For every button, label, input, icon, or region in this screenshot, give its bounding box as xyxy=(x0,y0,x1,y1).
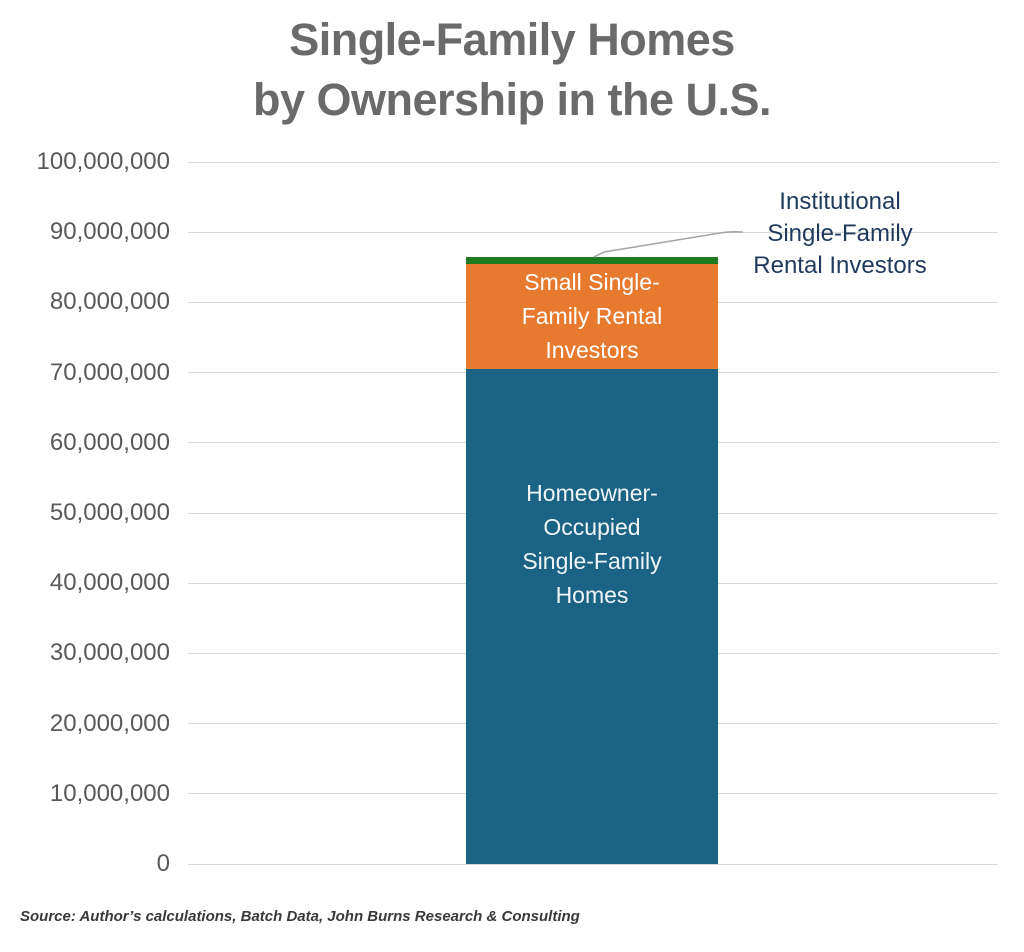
source-note: Source: Author’s calculations, Batch Dat… xyxy=(20,908,580,925)
bar-segment-homeowner-occupied-single-family-homes: Homeowner- Occupied Single-Family Homes xyxy=(466,369,718,864)
y-tick-label-20,000,000: 20,000,000 xyxy=(49,709,170,737)
y-tick-label-80,000,000: 80,000,000 xyxy=(49,288,170,316)
bar-segment-label-line: Family Rental xyxy=(521,303,663,330)
gridline-100,000,000 xyxy=(188,161,998,163)
bar-segment-label: Homeowner- Occupied Single-Family Homes xyxy=(466,369,718,864)
chart-title-line-2: by Ownership in the U.S. xyxy=(252,74,772,125)
bar-segment-label-line: Homes xyxy=(555,582,629,609)
bar-segment-label-line: Small Single- xyxy=(524,269,660,296)
y-tick-label-50,000,000: 50,000,000 xyxy=(49,499,170,526)
y-tick-label-60,000,000: 60,000,000 xyxy=(49,428,170,456)
annotation-line-2: Single-Family xyxy=(767,220,913,247)
chart-title: Single-Family Homes by Ownership in the … xyxy=(0,10,1024,130)
y-tick-label-30,000,000: 30,000,000 xyxy=(49,639,170,667)
y-tick-label-70,000,000: 70,000,000 xyxy=(49,358,170,386)
bar-segment-label-line: Homeowner- xyxy=(526,480,658,507)
annotation-line-3: Rental Investors xyxy=(753,252,927,279)
bar-segment-label-line: Investors xyxy=(545,337,639,364)
gridline-90,000,000 xyxy=(188,231,998,233)
y-tick-label-10,000,000: 10,000,000 xyxy=(49,779,170,807)
y-tick-label-100,000,000: 100,000,000 xyxy=(36,148,170,175)
gridline-0 xyxy=(188,863,998,865)
bar-segment-label-line: Occupied xyxy=(543,514,641,541)
y-tick-label-0: 0 xyxy=(156,850,170,877)
bar-segment-label: Small Single- Family Rental Investors xyxy=(466,264,718,369)
bar-segment-label-line: Single-Family xyxy=(522,548,662,575)
chart-title-line-1: Single-Family Homes xyxy=(289,14,735,65)
y-tick-label-40,000,000: 40,000,000 xyxy=(49,569,170,597)
bar-segment-small-single-family-rental-investors: Small Single- Family Rental Investors xyxy=(466,263,718,370)
bar-segment-institutional-single-family-rental-investors xyxy=(466,256,718,264)
y-tick-label-90,000,000: 90,000,000 xyxy=(49,218,170,246)
annotation-line-1: Institutional xyxy=(779,188,901,215)
annotation-institutional-investors: Institutional Single-Family Rental Inves… xyxy=(720,186,960,282)
